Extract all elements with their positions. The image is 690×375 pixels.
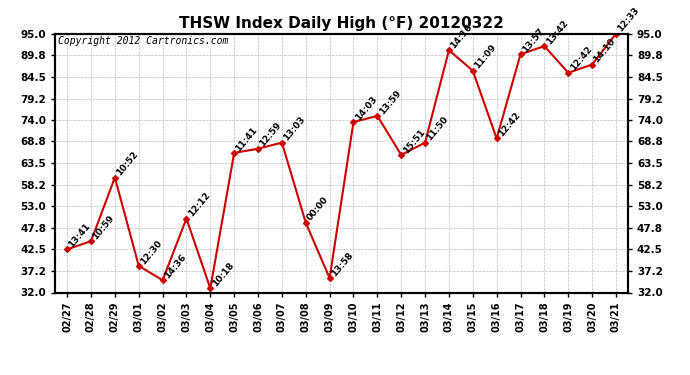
Text: 14:36: 14:36 — [163, 252, 188, 280]
Text: 00:00: 00:00 — [306, 195, 331, 223]
Text: 10:18: 10:18 — [210, 261, 235, 288]
Text: 11:41: 11:41 — [234, 125, 259, 153]
Text: 13:57: 13:57 — [520, 27, 546, 54]
Text: 12:42: 12:42 — [497, 111, 522, 138]
Text: 14:10: 14:10 — [592, 37, 618, 64]
Text: 13:42: 13:42 — [544, 18, 570, 46]
Text: 12:42: 12:42 — [569, 45, 593, 73]
Text: 14:03: 14:03 — [353, 94, 379, 122]
Text: 11:09: 11:09 — [473, 43, 498, 71]
Text: 12:33: 12:33 — [616, 6, 641, 34]
Text: 10:59: 10:59 — [91, 213, 117, 241]
Text: 13:58: 13:58 — [330, 251, 355, 278]
Text: 14:16: 14:16 — [449, 22, 474, 50]
Title: THSW Index Daily High (°F) 20120322: THSW Index Daily High (°F) 20120322 — [179, 16, 504, 31]
Text: 13:03: 13:03 — [282, 115, 307, 142]
Text: 11:50: 11:50 — [425, 115, 451, 142]
Text: 13:59: 13:59 — [377, 88, 403, 116]
Text: 12:30: 12:30 — [139, 238, 164, 266]
Text: 12:59: 12:59 — [258, 121, 284, 149]
Text: 10:52: 10:52 — [115, 150, 140, 177]
Text: 15:51: 15:51 — [401, 127, 426, 155]
Text: 12:12: 12:12 — [186, 191, 212, 219]
Text: Copyright 2012 Cartronics.com: Copyright 2012 Cartronics.com — [58, 36, 228, 46]
Text: 13:41: 13:41 — [67, 222, 92, 249]
